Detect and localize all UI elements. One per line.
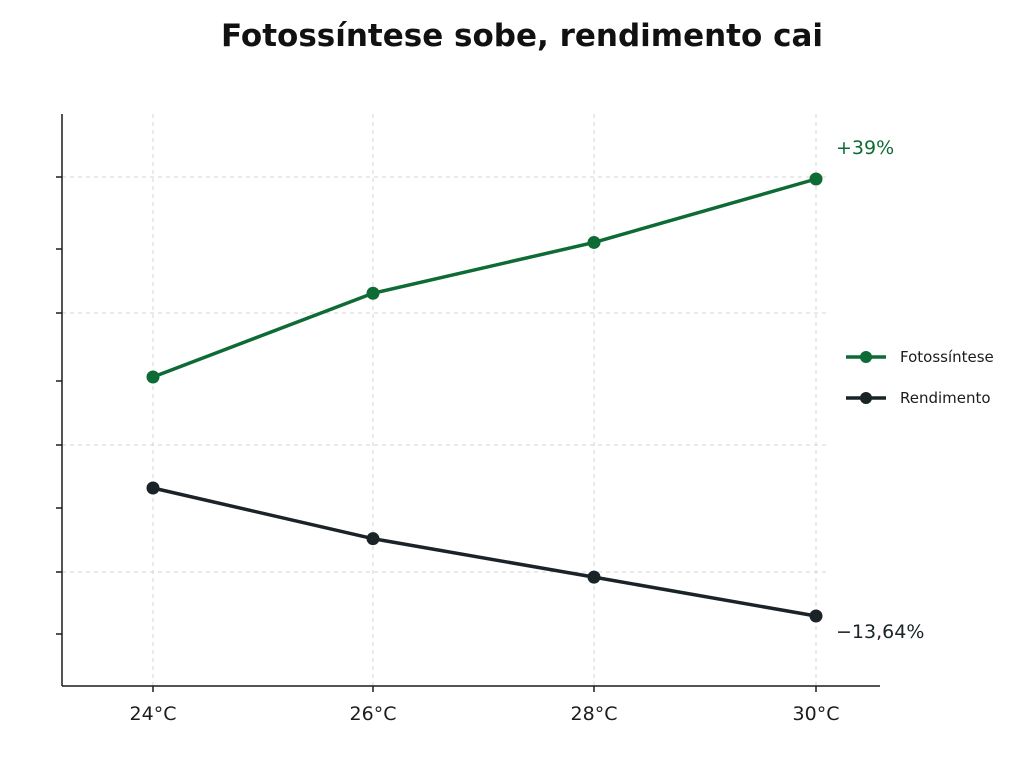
data-point-rendimento [146,481,160,495]
grid-lines [62,114,828,686]
legend: Fotossíntese Rendimento [846,348,994,407]
x-tick-label: 28°C [571,703,618,725]
end-label-fotossíntese: +39% [836,137,894,159]
data-point-fotossíntese [587,235,601,249]
series-lines [152,177,817,618]
series-line-fotossíntese [152,177,817,379]
legend-label: Fotossíntese [900,348,994,366]
x-tick-label: 26°C [350,703,397,725]
series-line-rendimento [152,486,817,618]
legend-label: Rendimento [900,389,991,407]
x-tick-label: 24°C [130,703,177,725]
legend-marker [860,392,872,404]
end-label-rendimento: −13,64% [836,621,924,643]
data-point-fotossíntese [366,286,380,300]
series-points [146,172,823,623]
legend-marker [860,351,872,363]
data-point-rendimento [366,532,380,546]
data-point-fotossíntese [809,172,823,186]
data-point-fotossíntese [146,370,160,384]
end-labels: +39% −13,64% [836,137,924,643]
axes [56,114,880,692]
data-point-rendimento [587,570,601,584]
x-tick-label: 30°C [793,703,840,725]
x-axis-tick-labels: 24°C 26°C 28°C 30°C [130,703,840,725]
chart-title: Fotossíntese sobe, rendimento cai [220,18,823,54]
data-point-rendimento [809,609,823,623]
